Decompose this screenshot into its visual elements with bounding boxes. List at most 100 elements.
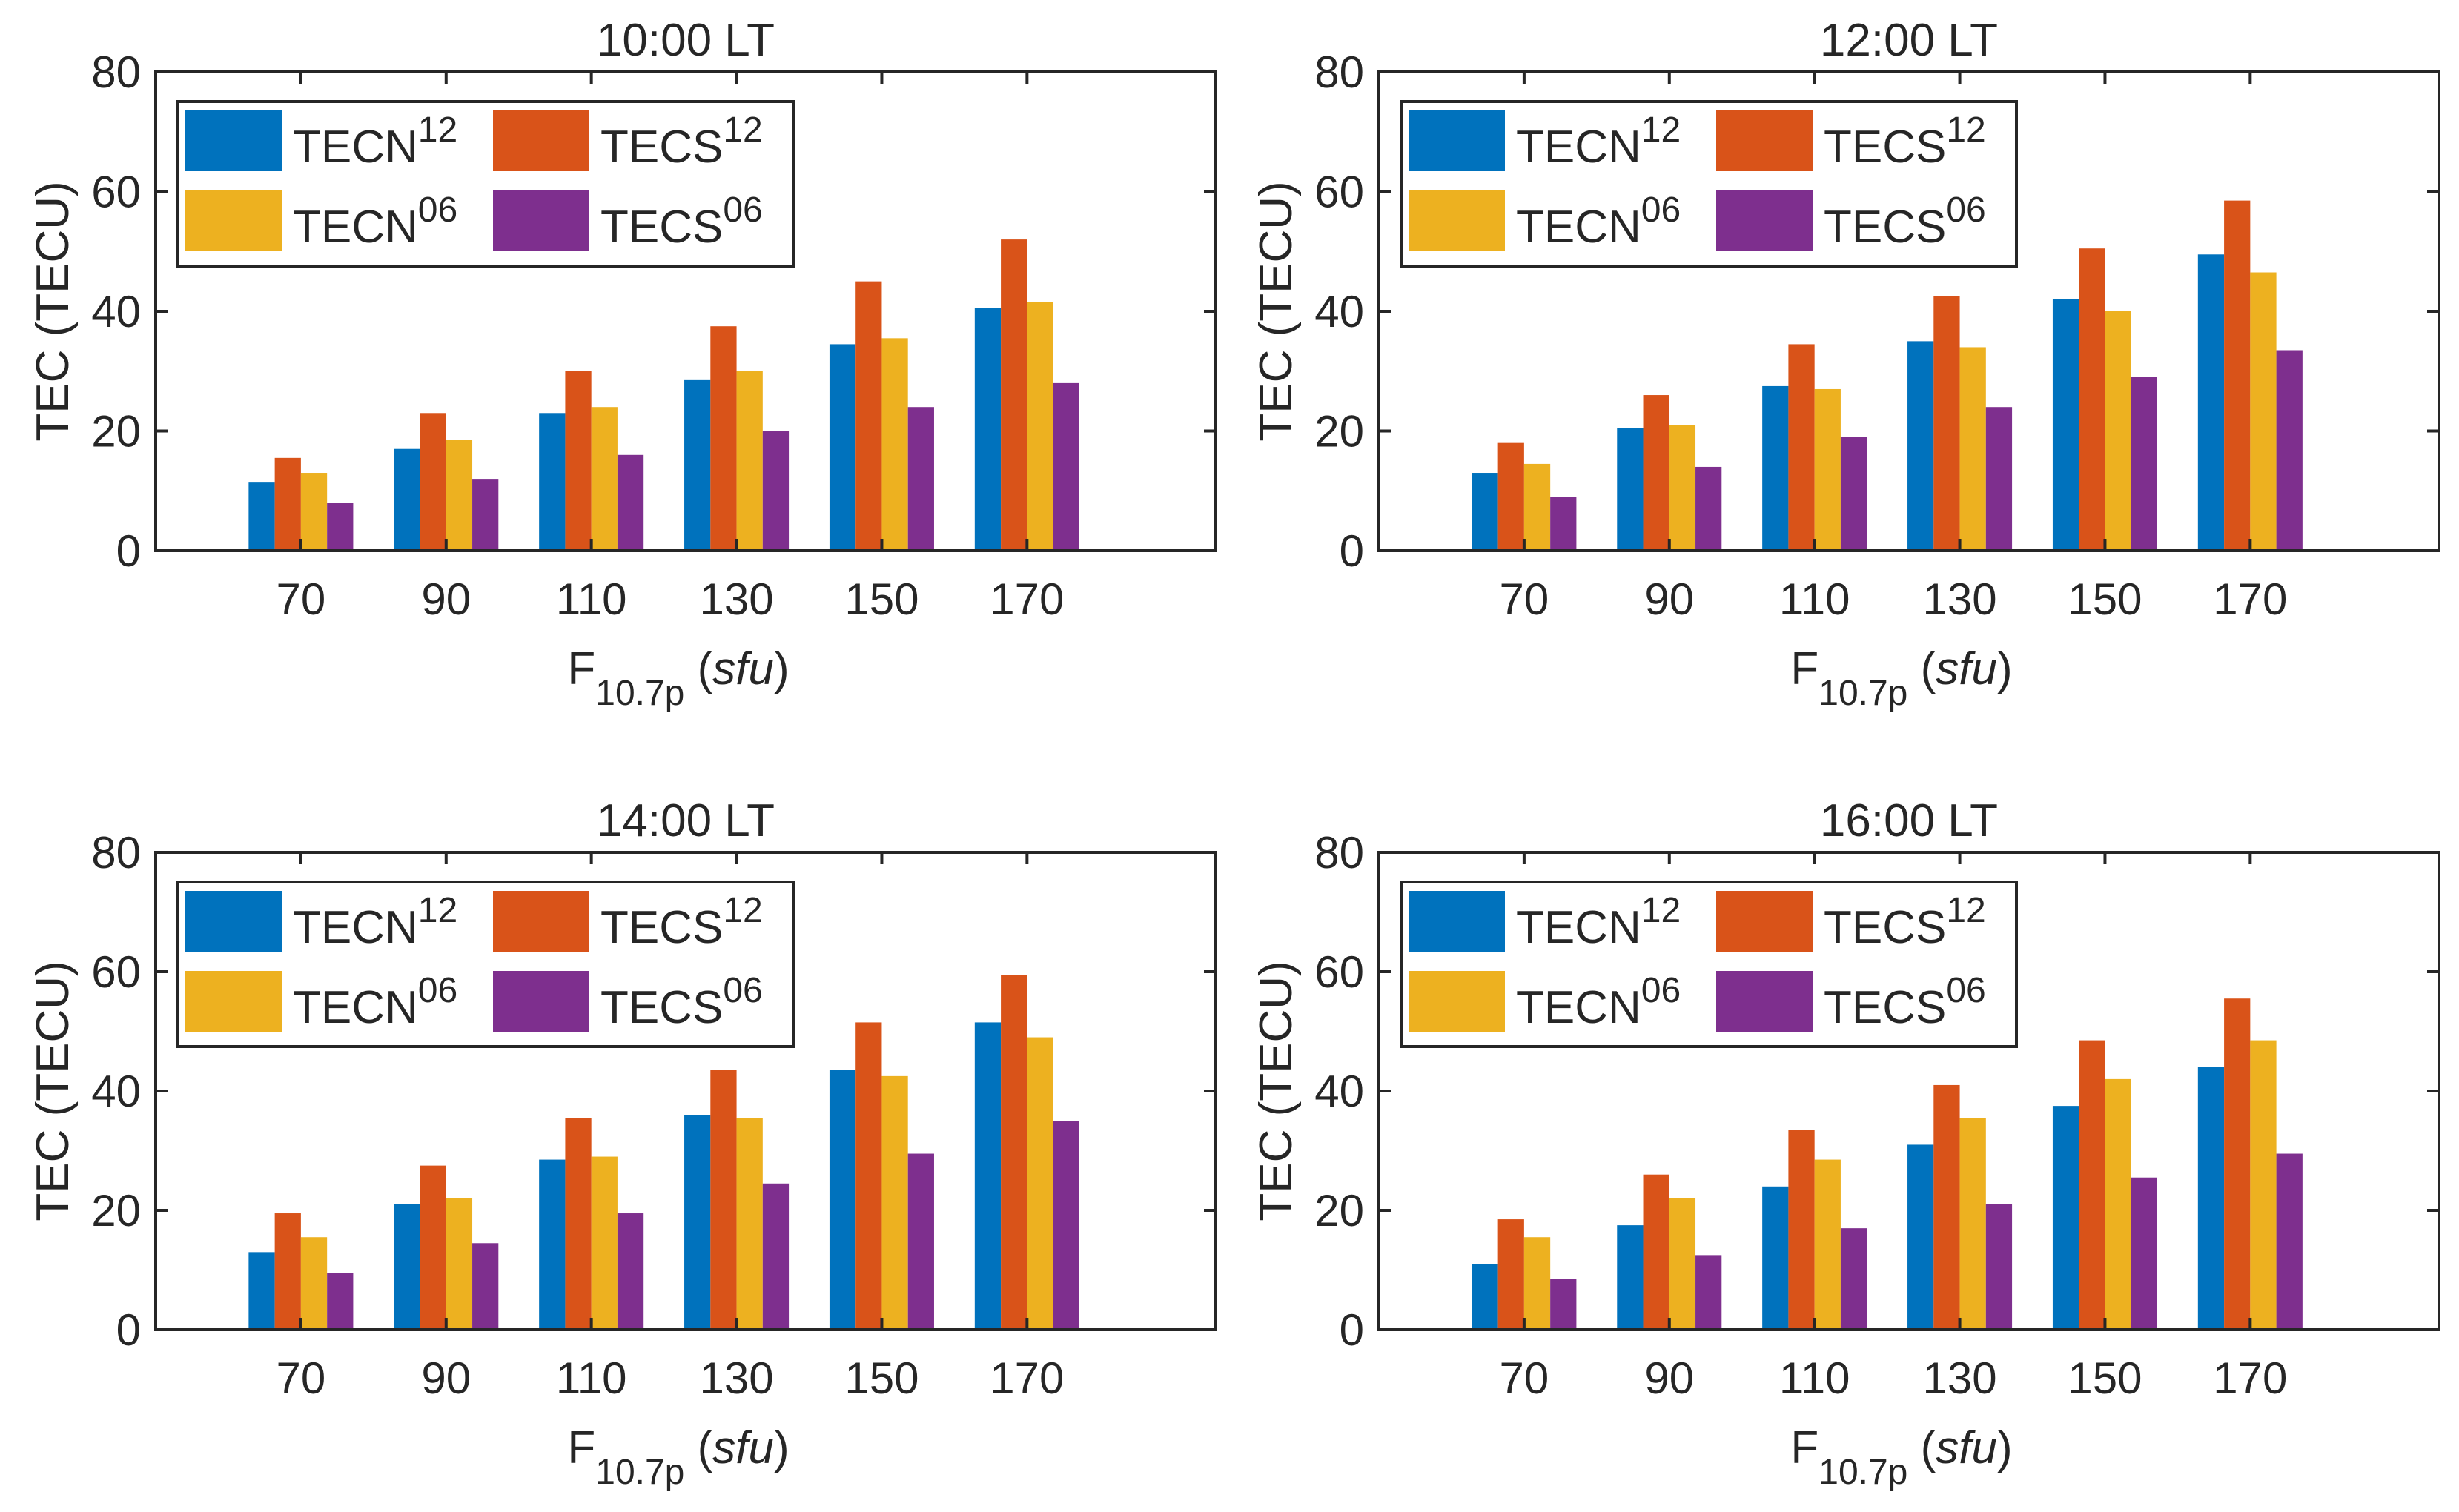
bar-tecn12-110 (539, 1159, 566, 1330)
bar-tecs06-170 (1053, 1121, 1079, 1330)
y-tick-label: 40 (91, 287, 141, 336)
y-tick-label: 40 (91, 1067, 141, 1116)
bar-tecn12-130 (684, 1115, 711, 1330)
bar-tecs06-150 (2131, 1177, 2157, 1330)
y-tick-label: 20 (1314, 407, 1364, 457)
bar-tecs12-150 (2079, 1040, 2105, 1330)
bar-tecs06-130 (762, 1183, 790, 1330)
x-label-base: F (567, 643, 595, 694)
bar-tecn06-110 (591, 1156, 618, 1330)
bar-tecs06-130 (1985, 407, 2013, 551)
bar-tecn06-90 (446, 1198, 473, 1330)
bar-tecs12-70 (274, 457, 301, 551)
legend-label-sup: 12 (723, 891, 762, 930)
legend-label-base: TECN (293, 202, 418, 253)
bar-tecs12-130 (1933, 1084, 1960, 1330)
bar-tecs12-70 (1497, 442, 1524, 551)
bar-tecs06-90 (1695, 466, 1722, 551)
chart-panel-1: 10:00 LT 0 20 40 60 80 70 90 110 130 150 170 TEC (TE… (27, 15, 1217, 713)
legend-label-tecn06: TECN06 (1516, 190, 1681, 253)
bar-tecn12-70 (248, 1252, 275, 1330)
bar-tecn06-90 (1669, 1198, 1696, 1330)
chart-title: 16:00 LT (1820, 795, 1998, 846)
x-tick-label: 130 (700, 1353, 774, 1403)
bar-tecs12-130 (710, 1070, 737, 1330)
bar-tecs12-90 (1643, 1174, 1669, 1330)
bar-tecs06-150 (907, 1153, 934, 1330)
bar-tecs12-90 (1643, 395, 1669, 551)
x-tick-label: 150 (844, 574, 919, 624)
bar-tecn06-110 (591, 407, 618, 551)
bar-tecn12-110 (1762, 1186, 1789, 1330)
legend-label-tecn12: TECN12 (1516, 110, 1681, 173)
bar-tecs12-110 (1788, 344, 1815, 551)
legend-label-base: TECS (1824, 902, 1946, 953)
legend-label-sup: 06 (418, 971, 457, 1010)
bar-tecn12-170 (2197, 1067, 2225, 1330)
bar-tecn06-150 (2105, 311, 2131, 551)
bar-tecs12-130 (1933, 296, 1960, 551)
x-axis-label: F10.7p (sfu) (567, 643, 789, 713)
x-label-unit: sfu (1936, 1422, 1997, 1473)
x-label-subscript: 10.7p (595, 674, 684, 713)
legend-label-sup: 12 (1946, 110, 1985, 150)
bar-tecs06-110 (1840, 437, 1867, 551)
x-tick-label: 110 (556, 574, 627, 624)
bar-tecs06-130 (762, 431, 790, 551)
bar-tecs12-70 (274, 1213, 301, 1330)
bar-tecs12-90 (420, 1165, 446, 1330)
y-tick-label: 40 (1314, 1067, 1364, 1116)
bar-tecn06-70 (1523, 463, 1551, 551)
bar-tecn06-130 (1959, 1118, 1986, 1330)
bar-tecs12-170 (2224, 200, 2251, 551)
legend-swatch-tecn12 (1409, 891, 1505, 952)
x-label-subscript: 10.7p (1818, 1453, 1907, 1492)
chart-panel-3: 14:00 LT 0 20 40 60 80 70 90 110 130 150 170 TEC (TE… (27, 795, 1217, 1492)
y-tick-label: 80 (91, 828, 141, 878)
bar-tecs06-90 (472, 1243, 499, 1330)
bar-tecs12-70 (1497, 1219, 1524, 1330)
bar-tecn06-170 (2250, 1040, 2277, 1330)
legend-label-sup: 12 (418, 891, 457, 930)
y-tick-label: 60 (1314, 168, 1364, 217)
x-tick-label: 150 (844, 1353, 919, 1403)
bar-tecn12-70 (1472, 473, 1498, 551)
bar-tecs06-70 (1550, 497, 1577, 551)
x-tick-label: 130 (1923, 1353, 1997, 1403)
bar-tecn06-90 (446, 440, 473, 551)
bar-tecn12-150 (829, 1070, 856, 1330)
x-label-paren-open: ( (1907, 1422, 1936, 1473)
chart-title: 10:00 LT (597, 15, 775, 66)
bar-tecs12-110 (565, 371, 592, 551)
bar-tecs06-70 (327, 503, 354, 551)
legend-label-sup: 06 (1641, 190, 1681, 230)
legend-label-tecs06: TECS06 (1824, 971, 1986, 1033)
legend-swatch-tecs12 (1716, 891, 1813, 952)
y-tick-label: 40 (1314, 287, 1364, 336)
bar-tecn06-150 (881, 338, 908, 551)
bar-tecs06-150 (2131, 377, 2157, 551)
legend-label-sup: 12 (1641, 891, 1681, 930)
legend-label-sup: 06 (723, 190, 762, 230)
legend-swatch-tecs06 (1716, 190, 1813, 251)
y-tick-label: 0 (116, 526, 141, 576)
x-label-paren-open: ( (684, 643, 712, 694)
bar-tecn06-170 (2250, 272, 2277, 551)
x-label-paren-open: ( (1907, 643, 1936, 694)
x-label-subscript: 10.7p (1818, 674, 1907, 713)
y-tick-label: 20 (91, 407, 141, 457)
x-axis-label: F10.7p (sfu) (567, 1422, 789, 1492)
chart-panel-4: 16:00 LT 0 20 40 60 80 70 90 110 130 150 170 TEC (TE… (1251, 795, 2440, 1492)
y-tick-label: 0 (1340, 1305, 1364, 1355)
y-tick-label: 80 (91, 47, 141, 97)
legend-label-tecn06: TECN06 (1516, 971, 1681, 1033)
chart-panel-2: 12:00 LT 0 20 40 60 80 70 90 110 130 150 170 TEC (TE… (1251, 15, 2440, 713)
legend-label-base: TECN (293, 122, 418, 173)
x-tick-label: 170 (990, 574, 1064, 624)
legend-swatch-tecn06 (1409, 971, 1505, 1032)
bar-tecs12-170 (1001, 239, 1027, 551)
legend-label-base: TECN (1516, 982, 1641, 1033)
legend-label-tecn12: TECN12 (293, 110, 457, 173)
y-tick-label: 60 (91, 947, 141, 997)
